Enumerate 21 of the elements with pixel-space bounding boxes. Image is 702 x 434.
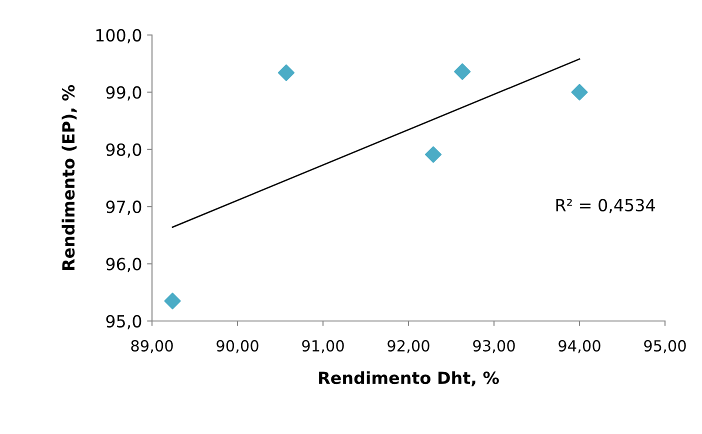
x-tick-label: 91,00 (302, 340, 344, 354)
x-tick-label: 89,00 (131, 340, 173, 354)
point (424, 146, 442, 163)
y-tick-label: 97,0 (106, 200, 142, 215)
x-tick-label: 90,00 (216, 340, 258, 354)
annotation: R² = 0,4534 (556, 198, 655, 214)
y-tick-label: 100,0 (96, 28, 142, 44)
x-tick-label: 94,00 (558, 340, 600, 354)
x-tick-label: 93,00 (473, 340, 515, 354)
point (454, 63, 471, 80)
point (278, 64, 295, 82)
y-tick-label: 99,0 (106, 86, 142, 100)
point (164, 292, 181, 310)
x-axis-title: Rendimento Dht, % (319, 371, 499, 386)
x-tick-label: 92,00 (388, 340, 430, 354)
y-tick-label: 96,0 (106, 258, 142, 272)
y-axis-title: Rendimento (EP), % (62, 84, 77, 270)
y-tick-label: 95,0 (106, 314, 142, 330)
x-tick-label: 95,00 (644, 340, 686, 354)
y-tick-label: 98,0 (106, 143, 142, 158)
point (571, 84, 588, 100)
